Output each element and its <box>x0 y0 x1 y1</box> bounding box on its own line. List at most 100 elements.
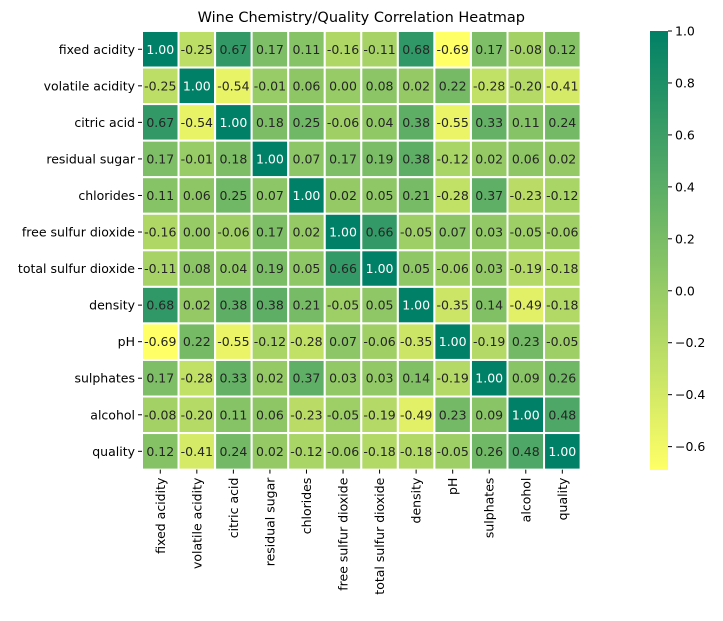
heatmap-cell <box>433 249 472 288</box>
cell-value-label: -0.25 <box>181 42 213 57</box>
cell-value-label: 1.00 <box>293 188 321 203</box>
colorbar-tick-label: 0.8 <box>675 75 695 90</box>
heatmap-cell <box>287 285 326 325</box>
cell-value-label: -0.20 <box>181 407 213 422</box>
heatmap-cell <box>141 395 180 435</box>
heatmap-cell <box>396 66 436 106</box>
cell-value-label: -0.06 <box>363 334 395 349</box>
cell-value-label: -0.18 <box>546 261 578 276</box>
colorbar-tick-label: 0.0 <box>675 283 695 298</box>
cell-value-label: 0.25 <box>219 188 247 203</box>
cell-value-label: 0.03 <box>329 371 357 386</box>
cell-value-label: 0.02 <box>256 444 284 459</box>
cell-value-label: 0.67 <box>219 42 247 57</box>
cell-value-label: 1.00 <box>512 407 540 422</box>
cell-value-label: -0.11 <box>144 261 176 276</box>
cell-value-label: 1.00 <box>329 225 357 240</box>
cell-value-label: 0.37 <box>475 188 503 203</box>
cell-value-label: -0.12 <box>546 188 578 203</box>
y-tick-label: total sulfur dioxide <box>18 261 135 276</box>
cell-value-label: 0.25 <box>293 115 321 130</box>
cell-value-label: 0.21 <box>402 188 430 203</box>
heatmap-cell <box>323 212 363 252</box>
heatmap-cell <box>214 322 253 361</box>
cell-value-label: -0.69 <box>144 334 176 349</box>
cell-value-label: 0.09 <box>475 407 503 422</box>
x-tick-label: pH <box>445 478 460 495</box>
heatmap-cell <box>177 395 217 435</box>
cell-value-label: 0.22 <box>439 78 467 93</box>
cell-value-label: -0.54 <box>181 115 213 130</box>
cell-value-label: 1.00 <box>439 334 467 349</box>
cell-value-label: 1.00 <box>146 42 174 57</box>
cell-value-label: 0.17 <box>146 371 174 386</box>
cell-value-label: 1.00 <box>402 298 430 313</box>
cell-value-label: 0.04 <box>366 115 394 130</box>
cell-value-label: 1.00 <box>475 371 503 386</box>
heatmap-cell <box>287 66 326 106</box>
heatmap-cell <box>506 432 546 471</box>
colorbar-tick-label: 1.0 <box>675 24 695 39</box>
cell-value-label: 0.02 <box>548 151 576 166</box>
cell-value-label: 0.68 <box>146 298 174 313</box>
cell-value-label: 0.00 <box>183 225 211 240</box>
cell-value-label: -0.16 <box>327 42 359 57</box>
cell-value-label: 0.38 <box>256 298 284 313</box>
cell-value-label: 0.02 <box>183 298 211 313</box>
cell-value-label: -0.55 <box>217 334 249 349</box>
cell-value-label: 0.02 <box>256 371 284 386</box>
heatmap-cell <box>141 212 180 252</box>
cell-value-label: 0.12 <box>146 444 174 459</box>
cell-value-label: -0.18 <box>363 444 395 459</box>
cell-value-label: 1.00 <box>219 115 247 130</box>
cell-value-label: -0.05 <box>327 298 359 313</box>
cell-value-label: 1.00 <box>183 78 211 93</box>
cell-value-label: -0.18 <box>400 444 432 459</box>
cell-value-label: -0.16 <box>144 225 176 240</box>
cell-value-label: -0.55 <box>437 115 469 130</box>
cell-value-label: 0.03 <box>366 371 394 386</box>
cell-value-label: -0.06 <box>327 444 359 459</box>
cell-value-label: 0.66 <box>329 261 357 276</box>
heatmap-cell <box>543 358 582 398</box>
cell-value-label: 0.38 <box>402 151 430 166</box>
cell-value-label: 1.00 <box>366 261 394 276</box>
cell-value-label: -0.12 <box>254 334 286 349</box>
x-tick-label: density <box>409 477 424 523</box>
colorbar-tick-label: −0.4 <box>675 387 705 402</box>
heatmap-cell <box>250 212 290 252</box>
cell-value-label: 0.22 <box>183 334 211 349</box>
heatmap-cell <box>360 285 399 325</box>
colorbar-tick-label: −0.2 <box>675 335 705 350</box>
heatmap-cell <box>469 249 509 288</box>
cell-value-label: 0.03 <box>475 261 503 276</box>
cell-value-label: -0.05 <box>327 407 359 422</box>
colorbar-tick-label: 0.4 <box>675 179 695 194</box>
heatmap-cell <box>396 358 436 398</box>
cell-value-label: 0.23 <box>512 334 540 349</box>
cell-value-label: -0.18 <box>546 298 578 313</box>
cell-value-label: 0.23 <box>439 407 467 422</box>
cell-value-label: -0.28 <box>290 334 322 349</box>
heatmap-cell <box>214 176 253 215</box>
cell-value-label: 0.05 <box>402 261 430 276</box>
y-tick-label: residual sugar <box>46 151 136 166</box>
cell-value-label: 0.67 <box>146 115 174 130</box>
cell-value-label: 0.07 <box>256 188 284 203</box>
cell-value-label: 0.33 <box>219 371 247 386</box>
y-tick-label: citric acid <box>74 115 135 130</box>
cell-value-label: 0.06 <box>512 151 540 166</box>
cell-value-label: -0.05 <box>400 225 432 240</box>
cell-value-label: -0.19 <box>473 334 505 349</box>
cell-value-label: -0.41 <box>181 444 213 459</box>
y-tick-label: fixed acidity <box>59 42 136 57</box>
cell-value-label: 0.05 <box>366 188 394 203</box>
cell-value-label: 0.12 <box>548 42 576 57</box>
cell-value-label: 0.06 <box>293 78 321 93</box>
cell-value-label: 0.68 <box>402 42 430 57</box>
cell-value-label: 0.02 <box>402 78 430 93</box>
cell-value-label: -0.49 <box>510 298 542 313</box>
colorbar-tick-label: 0.6 <box>675 127 695 142</box>
